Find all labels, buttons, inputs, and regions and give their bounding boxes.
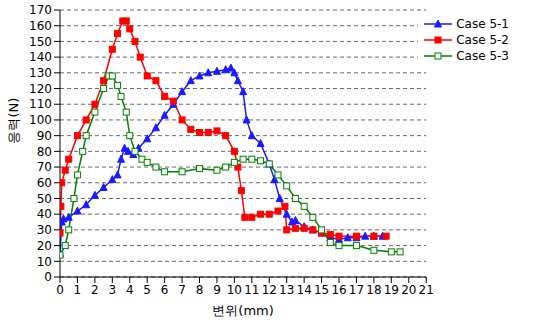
svg-text:5: 5 — [143, 283, 151, 297]
svg-text:12: 12 — [262, 283, 277, 297]
svg-text:30: 30 — [37, 223, 52, 237]
svg-text:2: 2 — [91, 283, 99, 297]
svg-text:140: 140 — [29, 50, 52, 64]
html-text:Case 5-1: Case 5-1 — [456, 17, 509, 31]
svg-text:10: 10 — [227, 283, 242, 297]
svg-text:9: 9 — [213, 283, 221, 297]
svg-text:0: 0 — [56, 283, 64, 297]
svg-text:20: 20 — [37, 239, 52, 253]
svg-text:7: 7 — [178, 283, 186, 297]
svg-text:16: 16 — [331, 283, 346, 297]
svg-text:110: 110 — [29, 97, 52, 111]
svg-text:170: 170 — [29, 3, 52, 17]
svg-text:160: 160 — [29, 19, 52, 33]
svg-text:120: 120 — [29, 82, 52, 96]
svg-text:1: 1 — [74, 283, 82, 297]
svg-text:4: 4 — [126, 283, 134, 297]
svg-text:60: 60 — [37, 176, 52, 190]
svg-text:변위(mm): 변위(mm) — [212, 303, 273, 318]
svg-text:18: 18 — [366, 283, 381, 297]
svg-text:150: 150 — [29, 35, 52, 49]
svg-text:100: 100 — [29, 113, 52, 127]
svg-text:21: 21 — [419, 283, 434, 297]
svg-text:13: 13 — [279, 283, 294, 297]
svg-text:15: 15 — [314, 283, 329, 297]
svg-text:3: 3 — [108, 283, 116, 297]
svg-text:응력(N): 응력(N) — [8, 98, 21, 144]
svg-text:6: 6 — [161, 283, 169, 297]
svg-text:40: 40 — [37, 207, 52, 221]
svg-text:90: 90 — [37, 129, 52, 143]
svg-text:80: 80 — [37, 145, 52, 159]
html-text:Case 5-3: Case 5-3 — [456, 49, 509, 63]
svg-text:50: 50 — [37, 192, 52, 206]
svg-text:20: 20 — [401, 283, 416, 297]
svg-text:0: 0 — [44, 270, 52, 284]
svg-text:130: 130 — [29, 66, 52, 80]
svg-text:14: 14 — [297, 283, 312, 297]
svg-text:8: 8 — [196, 283, 204, 297]
svg-text:19: 19 — [384, 283, 399, 297]
svg-text:11: 11 — [244, 283, 259, 297]
svg-text:10: 10 — [37, 255, 52, 269]
html-text:Case 5-2: Case 5-2 — [456, 33, 509, 47]
svg-text:70: 70 — [37, 160, 52, 174]
svg-text:17: 17 — [349, 283, 364, 297]
